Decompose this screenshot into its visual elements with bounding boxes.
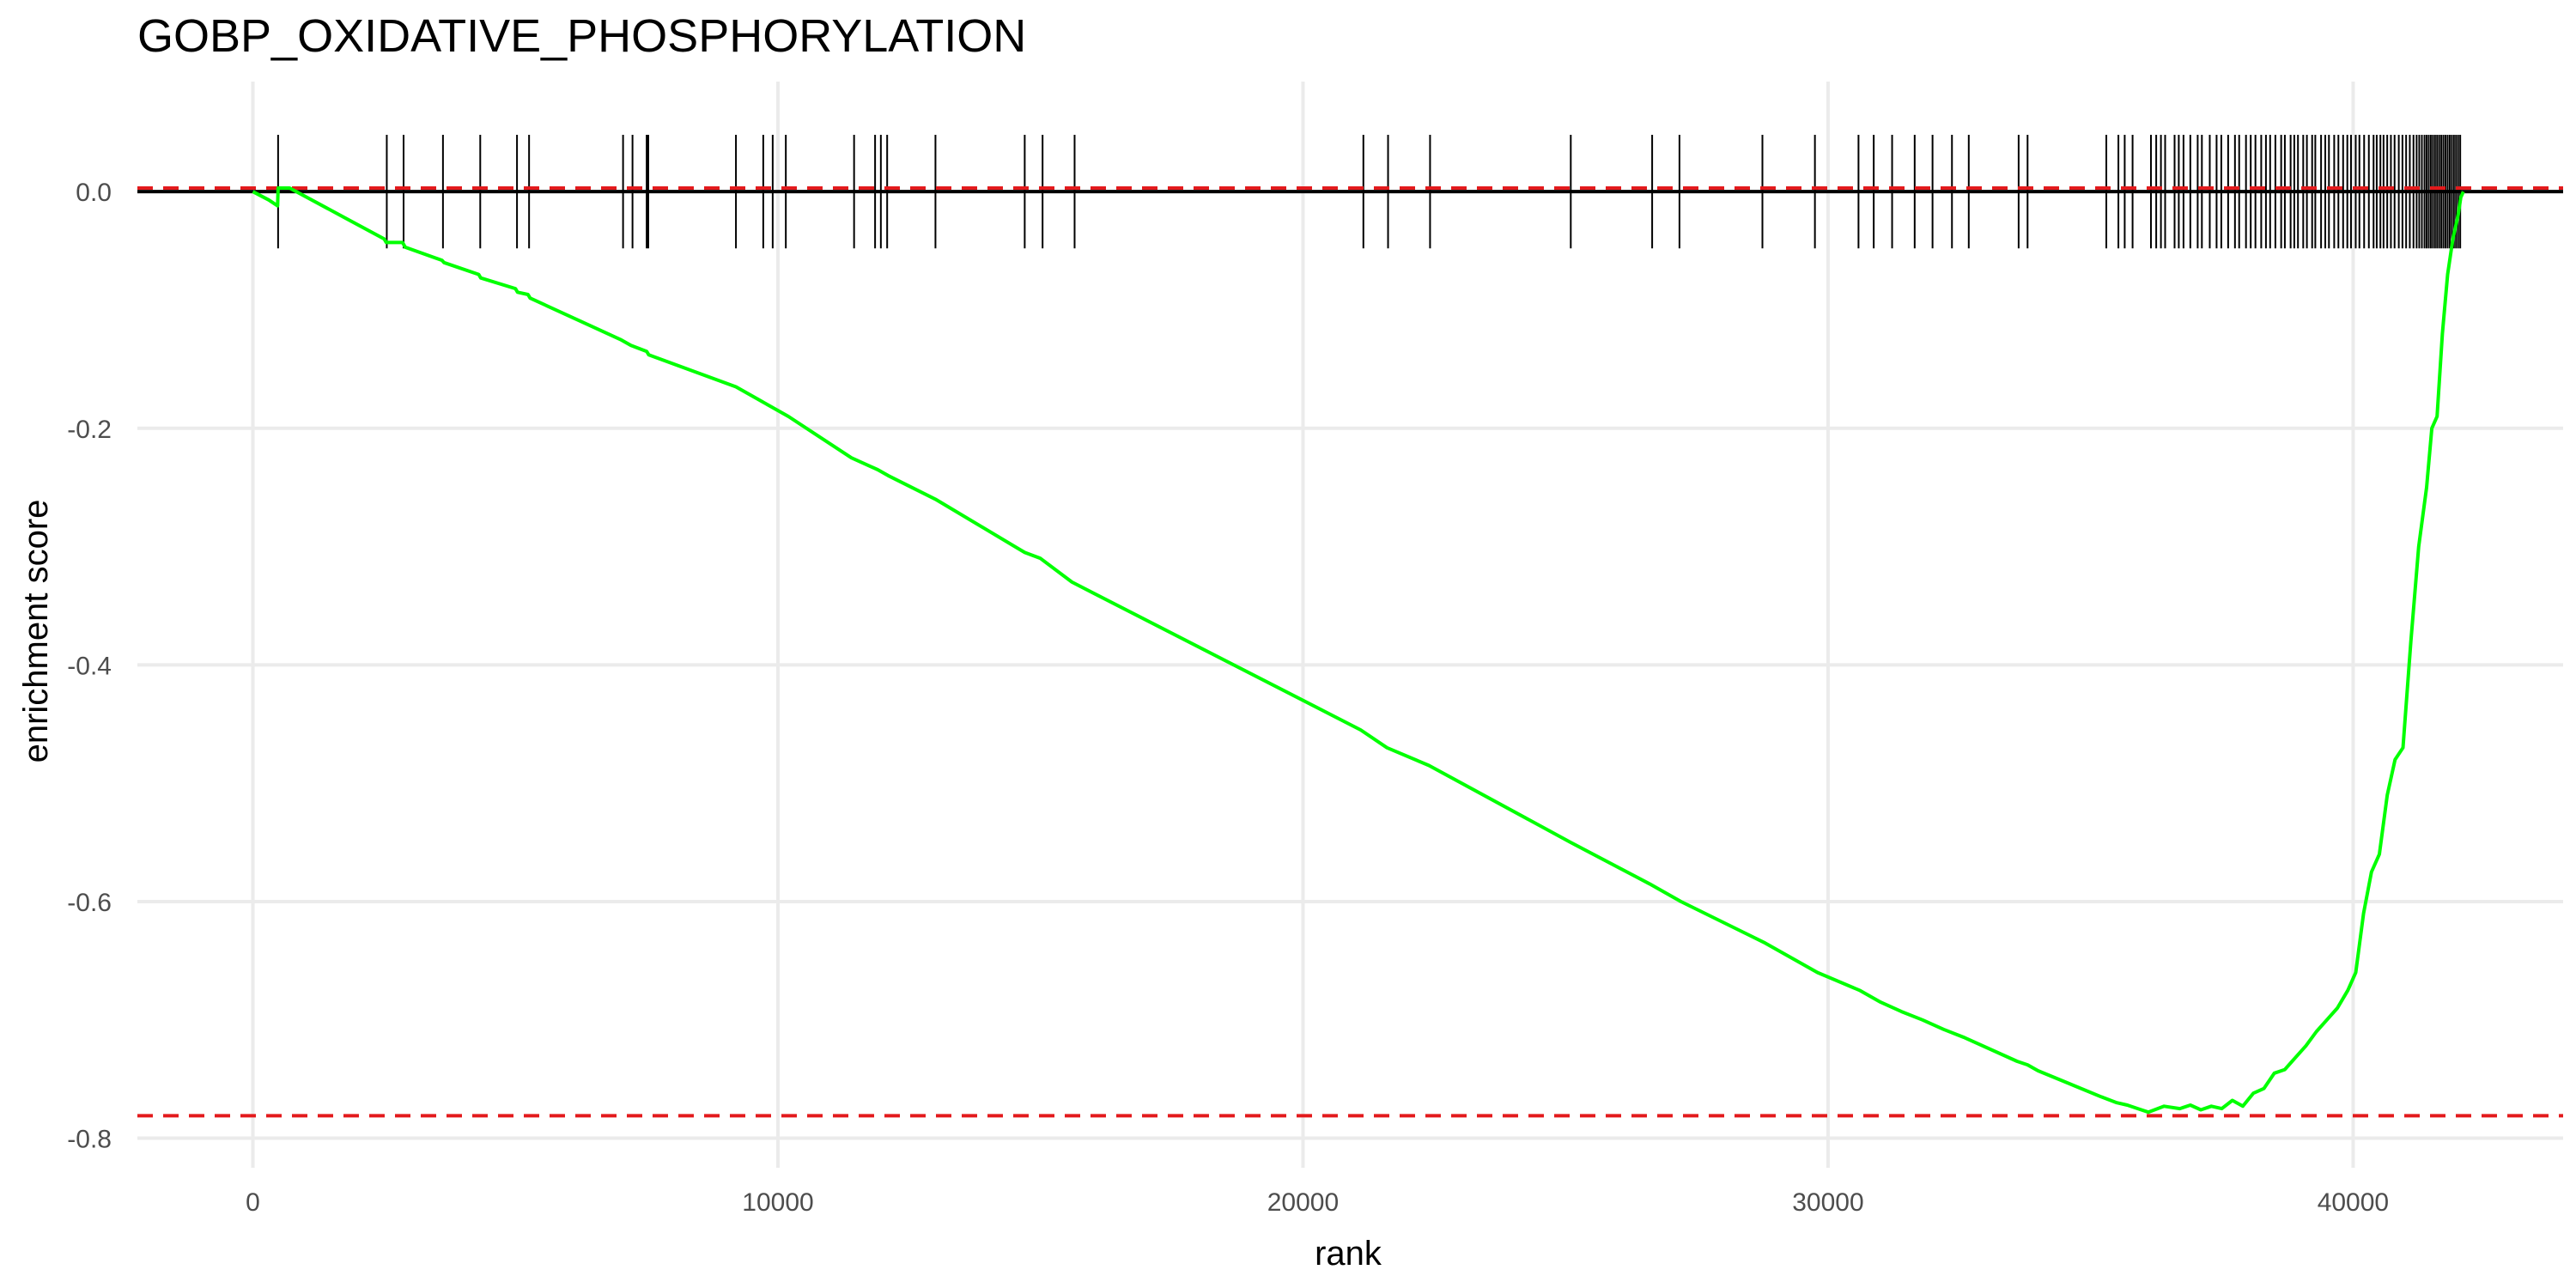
y-tick-label: -0.4: [67, 652, 112, 680]
x-tick-label: 40000: [2318, 1188, 2389, 1217]
y-tick-label: -0.2: [67, 416, 112, 444]
gene-hit-layer: [276, 135, 2462, 249]
x-tick-label: 0: [246, 1188, 260, 1217]
x-tick-label: 30000: [1792, 1188, 1863, 1217]
enrichment-line-layer: [252, 186, 2465, 1115]
x-tick-label: 10000: [742, 1188, 813, 1217]
y-axis-label: enrichment score: [17, 500, 55, 763]
x-tick-label: 20000: [1267, 1188, 1339, 1217]
y-tick-label: -0.8: [67, 1126, 112, 1154]
y-tick-label: 0.0: [76, 179, 112, 207]
enrichment-score-line: [252, 186, 2465, 1115]
chart-title: GOBP_OXIDATIVE_PHOSPHORYLATION: [137, 10, 1026, 62]
reference-line-layer: [137, 186, 2563, 1118]
grid-layer: [137, 82, 2563, 1168]
y-tick-label: -0.6: [67, 889, 112, 917]
x-axis-label: rank: [1315, 1235, 1382, 1273]
tick-label-layer: 0 10000 20000 30000 40000 0.0 -0.2 -0.4 -0.6 -0.8: [67, 179, 2389, 1217]
